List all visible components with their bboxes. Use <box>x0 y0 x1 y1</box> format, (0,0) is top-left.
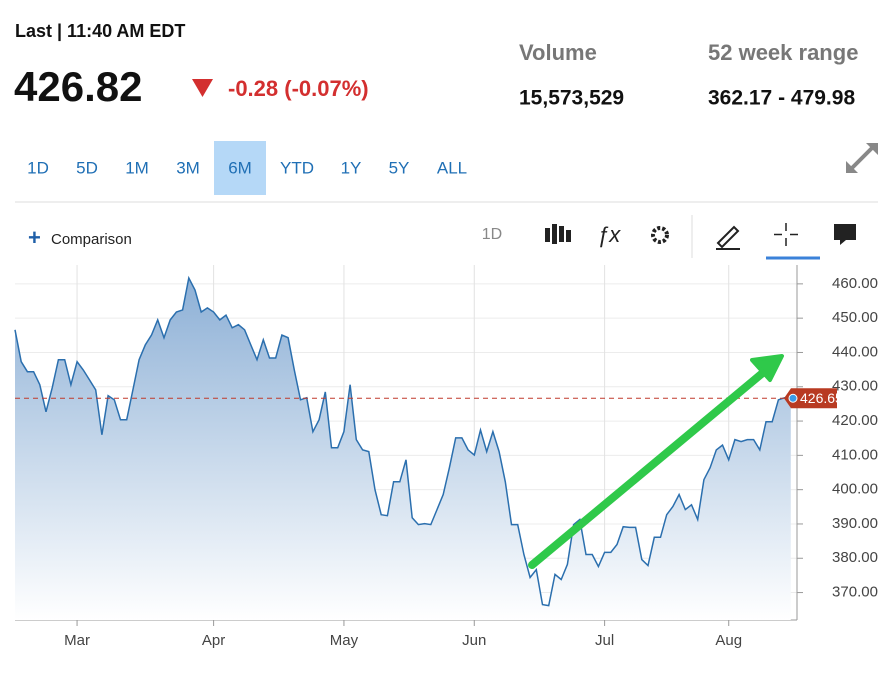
last-point <box>788 393 798 403</box>
last-label: Last | 11:40 AM EDT <box>15 21 185 41</box>
x-tick-label: Apr <box>202 632 225 649</box>
range: 362.17 - 479.98 <box>708 87 855 110</box>
y-tick-label: 440.00 <box>832 343 878 360</box>
x-tick-label: May <box>330 632 359 649</box>
period-tab[interactable]: 5D <box>76 158 98 177</box>
period-tab[interactable]: 5Y <box>389 158 410 177</box>
y-tick-label: 380.00 <box>832 549 878 566</box>
period-selected <box>214 141 266 195</box>
change: -0.28 (-0.07%) <box>228 76 369 101</box>
y-tick-label: 400.00 <box>832 481 878 498</box>
area <box>15 278 791 620</box>
period-tab[interactable]: 1Y <box>341 158 362 177</box>
y-tick-label: 430.00 <box>832 378 878 395</box>
x-tick-label: Jun <box>462 632 486 649</box>
period-tab[interactable]: ALL <box>437 158 467 177</box>
down-arrow <box>192 79 213 97</box>
price-line <box>14 275 791 607</box>
settings-icon[interactable] <box>651 226 669 244</box>
period-tab[interactable]: 3M <box>176 158 200 177</box>
interval-button[interactable]: 1D <box>482 226 502 243</box>
y-tick-label: 460.00 <box>832 275 878 292</box>
volume: 15,573,529 <box>519 87 624 110</box>
period-tabs: 1D 5D 1M 3M 6M YTD 1Y 5Y ALL <box>27 141 467 195</box>
comparison-button[interactable]: Comparison <box>51 231 132 248</box>
period-tab[interactable]: 1M <box>125 158 149 177</box>
range-label: 52 week range <box>708 40 858 65</box>
candle-icon[interactable] <box>545 224 571 244</box>
plot: 370.00 380.00 390.00 400.00 410.00 420.00 430.… <box>14 265 878 649</box>
plus-icon[interactable]: + <box>28 225 41 250</box>
draw-icon[interactable] <box>716 225 740 250</box>
y-tick-label: 370.00 <box>832 584 878 601</box>
period-tab[interactable]: 1D <box>27 158 49 177</box>
y-tick-label: 450.00 <box>832 309 878 326</box>
expand-icon[interactable] <box>846 143 878 173</box>
price-tag-label: 426.65 <box>800 390 843 406</box>
y-tick-label: 410.00 <box>832 446 878 463</box>
trend-arrow <box>528 354 784 569</box>
y-tick-label: 420.00 <box>832 412 878 429</box>
volume-label: Volume <box>519 40 597 65</box>
fx-icon[interactable]: ƒx <box>597 222 621 247</box>
x-tick-label: Jul <box>595 632 614 649</box>
crosshair-icon[interactable] <box>774 223 798 246</box>
comment-icon[interactable] <box>834 224 856 245</box>
period-tab[interactable]: 6M <box>228 158 252 177</box>
y-tick-label: 390.00 <box>832 515 878 532</box>
period-tab[interactable]: YTD <box>280 158 314 177</box>
x-tick-label: Aug <box>715 632 742 649</box>
price: 426.82 <box>14 63 142 110</box>
x-tick-label: Mar <box>64 632 90 649</box>
price-tag <box>784 388 837 409</box>
